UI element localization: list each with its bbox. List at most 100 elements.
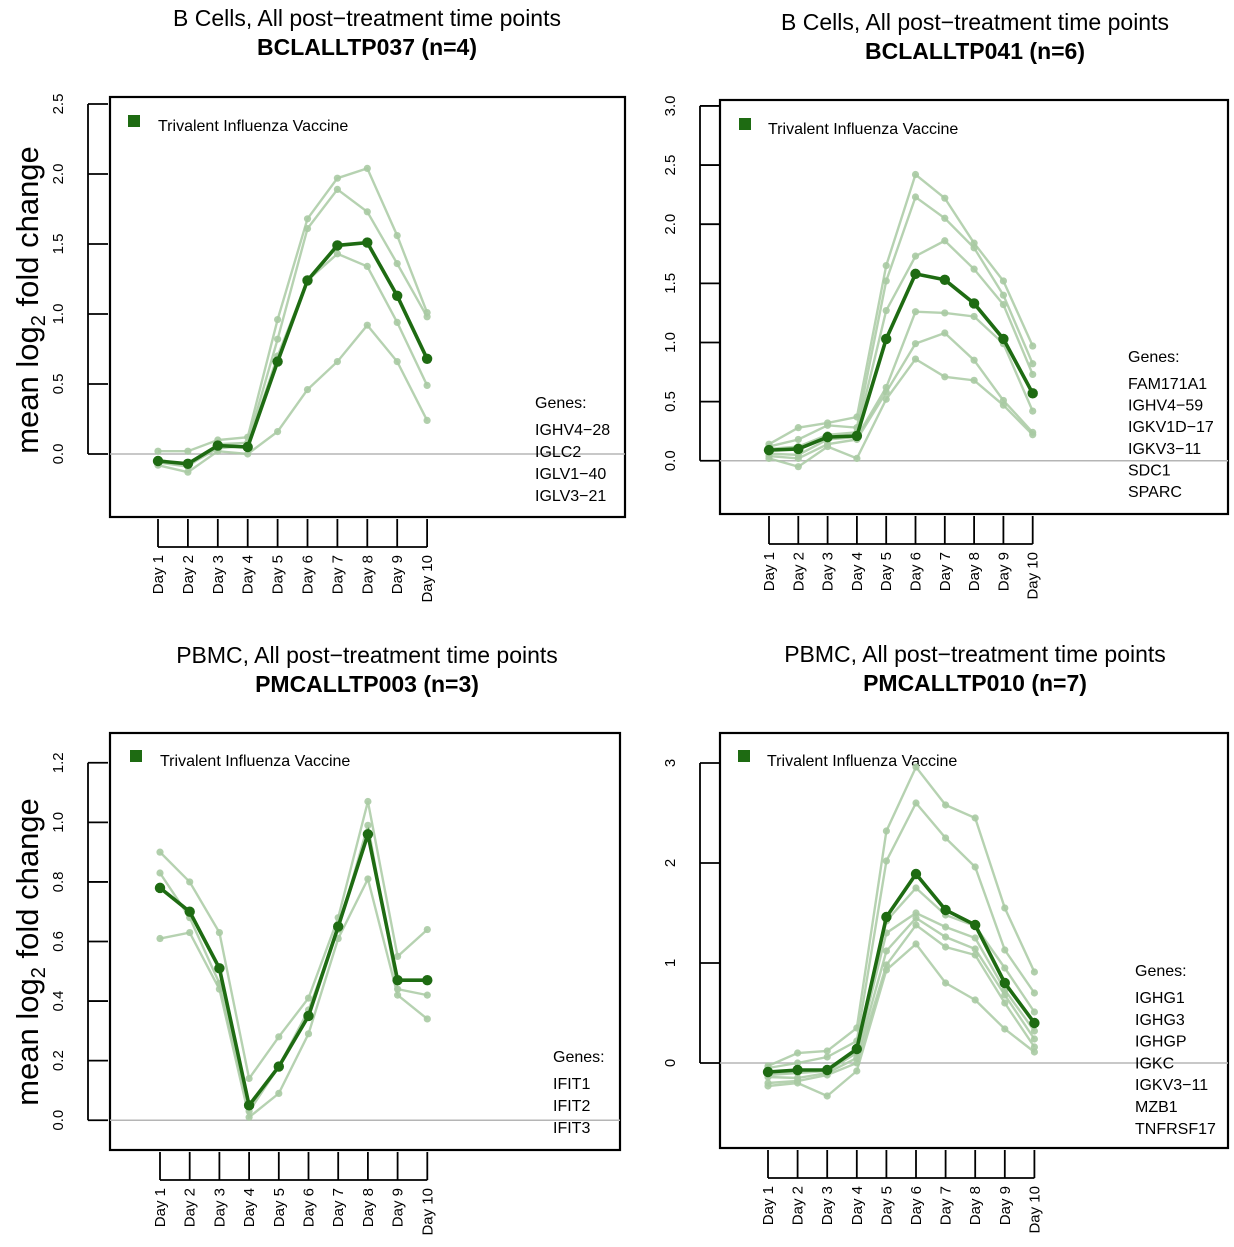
- y-tick-label: 2: [662, 859, 679, 867]
- legend-label: Trivalent Influenza Vaccine: [767, 753, 957, 770]
- gene-series-point: [882, 857, 891, 865]
- panel-1: B Cells, All post−treatment time points B…: [10, 5, 627, 603]
- mean-series-point: [762, 1066, 774, 1078]
- x-tick-label: Day 4: [849, 1186, 866, 1225]
- x-tick-label: Day 1: [152, 1188, 169, 1227]
- gene-label: FAM171A1: [1128, 376, 1207, 393]
- x-tick-label: Day 2: [790, 1186, 807, 1225]
- gene-series-point: [941, 214, 949, 222]
- gene-series-point: [942, 834, 950, 842]
- x-tick-label: Day 5: [878, 552, 895, 591]
- mean-series-point: [273, 1061, 284, 1072]
- gene-series-point: [1001, 999, 1009, 1007]
- gene-series-point: [1030, 968, 1038, 976]
- x-tick-label: Day 10: [419, 555, 436, 603]
- mean-series-point: [332, 240, 343, 251]
- gene-series-point: [941, 373, 949, 381]
- x-tick-label: Day 7: [330, 1188, 347, 1227]
- gene-series-point: [971, 945, 979, 953]
- gene-series-point: [1001, 904, 1009, 912]
- gene-series-point: [304, 1030, 313, 1038]
- x-tick-label: Day 3: [819, 1186, 836, 1225]
- x-tick-label: Day 8: [359, 555, 376, 594]
- gene-series-point: [882, 961, 891, 969]
- mean-series-point: [1027, 388, 1038, 399]
- x-tick-label: Day 5: [271, 1188, 288, 1227]
- gene-series-point: [1029, 342, 1037, 350]
- mean-series-point: [214, 963, 225, 974]
- gene-series-point: [971, 934, 979, 942]
- gene-label: IGKC: [1135, 1055, 1174, 1072]
- mean-series-point: [362, 237, 373, 248]
- x-tick-label: Day 10: [1025, 552, 1042, 600]
- mean-series-point: [182, 458, 194, 469]
- gene-series-point: [1029, 370, 1037, 379]
- y-tick-label: 1: [662, 959, 679, 967]
- gene-series-point: [333, 250, 341, 258]
- mean-series-point: [968, 298, 980, 309]
- mean-series-point: [272, 356, 283, 367]
- gene-series-point: [303, 225, 312, 233]
- gene-series-point: [423, 991, 431, 999]
- x-tick-label: Day 1: [150, 555, 167, 594]
- x-tick-label: Day 6: [300, 555, 317, 594]
- gene-series-point: [275, 1033, 283, 1041]
- gene-series-line: [768, 357, 1034, 468]
- plot-frame: [108, 95, 627, 519]
- gene-series-point: [912, 914, 920, 922]
- gene-series-point: [942, 933, 950, 941]
- legend-label: Trivalent Influenza Vaccine: [158, 118, 348, 135]
- y-tick-label: 3: [662, 759, 679, 767]
- gene-series-point: [363, 321, 371, 329]
- y-tick-label: 1.0: [662, 332, 679, 353]
- y-tick-label: 1.0: [50, 812, 67, 833]
- panel-title: B Cells, All post−treatment time points: [781, 9, 1169, 35]
- gene-series-point: [912, 921, 920, 929]
- gene-series-point: [333, 185, 341, 193]
- y-tick-label: 0.4: [50, 991, 67, 1012]
- x-tick-label: Day 6: [908, 1186, 925, 1225]
- mean-series-point: [303, 1010, 314, 1022]
- y-tick-label: 3.0: [662, 95, 679, 116]
- gene-series-point: [912, 763, 920, 771]
- gene-series-point: [244, 450, 252, 458]
- gene-series-point: [156, 934, 164, 943]
- gene-series-point: [912, 909, 920, 917]
- gene-series-point: [794, 424, 802, 432]
- gene-series-point: [275, 1089, 283, 1098]
- gene-label: IGKV1D−17: [1128, 419, 1214, 436]
- x-tick-label: Day 4: [241, 1188, 258, 1227]
- y-tick-label: 1.5: [662, 273, 679, 294]
- gene-series-point: [363, 208, 371, 216]
- x-tick-label: Day 3: [211, 1188, 228, 1227]
- gene-series-point: [942, 923, 950, 931]
- gene-series-point: [942, 979, 950, 987]
- gene-series-point: [154, 447, 162, 455]
- gene-series-line: [767, 916, 1036, 1080]
- mean-series-point: [822, 431, 833, 443]
- x-tick-label: Day 1: [761, 552, 778, 591]
- mean-series-point: [212, 440, 223, 451]
- gene-series-point: [999, 301, 1008, 309]
- mean-series-point: [939, 274, 950, 285]
- gene-series-line: [159, 801, 429, 1082]
- gene-label: IGHGP: [1135, 1034, 1187, 1051]
- gene-series-point: [971, 951, 979, 959]
- x-tick-label: Day 4: [240, 555, 257, 594]
- gene-series-point: [303, 215, 312, 223]
- gene-series-point: [393, 232, 401, 240]
- gene-label: IGKV3−11: [1135, 1077, 1208, 1094]
- gene-label: IGKV3−11: [1128, 441, 1201, 458]
- gene-series-point: [333, 358, 341, 366]
- panel-title: B Cells, All post−treatment time points: [173, 5, 561, 31]
- y-tick-label: 0.5: [662, 391, 679, 412]
- plot-frame: [718, 731, 1230, 1150]
- x-tick-label: Day 6: [908, 552, 925, 591]
- gene-series-point: [882, 395, 890, 403]
- x-tick-label: Day 2: [182, 1188, 199, 1227]
- gene-series-point: [794, 454, 802, 463]
- y-tick-label: 0.5: [50, 374, 67, 395]
- mean-series-point: [421, 353, 433, 364]
- gene-series-point: [1029, 360, 1037, 368]
